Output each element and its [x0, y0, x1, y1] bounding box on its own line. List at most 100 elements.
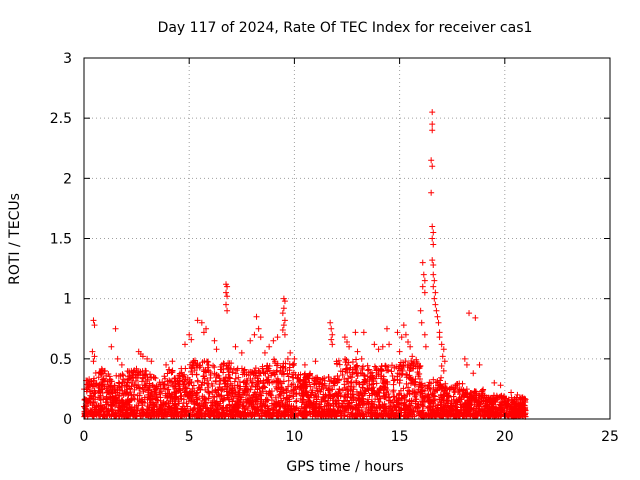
data-point [393, 403, 400, 410]
data-point [171, 375, 178, 382]
data-point [88, 408, 95, 415]
data-point [386, 403, 393, 410]
data-point [368, 405, 375, 412]
data-point [89, 348, 96, 355]
data-point [419, 259, 426, 266]
data-point [405, 338, 412, 345]
data-point [445, 393, 452, 400]
data-point [356, 392, 363, 399]
data-point [223, 289, 230, 296]
data-point [348, 374, 355, 381]
data-point [224, 307, 231, 314]
data-point [228, 407, 235, 414]
data-point [380, 412, 387, 419]
data-point [112, 395, 119, 402]
data-point [336, 376, 343, 383]
data-point [281, 298, 288, 305]
data-point [350, 396, 357, 403]
data-point [336, 361, 343, 368]
data-point [283, 401, 290, 408]
data-point [390, 381, 397, 388]
data-point [97, 402, 104, 409]
data-point [283, 394, 290, 401]
data-point [312, 358, 319, 365]
data-point [146, 383, 153, 390]
data-point [273, 407, 280, 414]
data-point [241, 367, 248, 374]
y-tick-label: 1.5 [50, 232, 72, 248]
data-point [158, 410, 165, 417]
data-point [123, 382, 130, 389]
data-point [253, 313, 260, 320]
data-point [404, 387, 411, 394]
data-point [463, 386, 470, 393]
data-point [503, 405, 510, 412]
data-point [497, 402, 504, 409]
data-point [152, 375, 159, 382]
data-point [144, 355, 151, 362]
data-point [422, 343, 429, 350]
data-point [372, 375, 379, 382]
data-point [280, 395, 287, 402]
data-point [329, 341, 336, 348]
data-point [467, 410, 474, 417]
data-point [263, 377, 270, 384]
data-point [430, 241, 437, 248]
data-point [209, 399, 216, 406]
data-point [271, 411, 278, 418]
data-point [112, 325, 119, 332]
data-point [335, 357, 342, 364]
data-point [202, 405, 209, 412]
data-point [429, 121, 436, 128]
data-point [271, 371, 278, 378]
data-point [213, 389, 220, 396]
data-point [476, 406, 483, 413]
data-point [279, 310, 286, 317]
data-point [210, 362, 217, 369]
data-point [380, 390, 387, 397]
data-point [254, 406, 261, 413]
data-point [246, 400, 253, 407]
data-point [190, 359, 197, 366]
data-point [166, 390, 173, 397]
data-point [251, 412, 258, 419]
data-point [438, 363, 445, 370]
data-point [512, 403, 519, 410]
data-point [347, 404, 354, 411]
data-point [376, 403, 383, 410]
data-point [345, 383, 352, 390]
data-point [263, 390, 270, 397]
data-point [377, 387, 384, 394]
data-point [461, 391, 468, 398]
data-point [104, 378, 111, 385]
data-point [414, 404, 421, 411]
data-point [454, 410, 461, 417]
data-point [219, 397, 226, 404]
data-point [385, 410, 392, 417]
data-point [429, 257, 436, 264]
data-point [177, 385, 184, 392]
data-point [196, 395, 203, 402]
data-point [507, 411, 514, 418]
data-point [317, 413, 324, 420]
x-tick-label: 10 [285, 429, 303, 445]
data-point [518, 400, 525, 407]
data-point [146, 397, 153, 404]
data-point [436, 334, 443, 341]
data-point [251, 389, 258, 396]
data-point [478, 388, 485, 395]
data-point [479, 387, 486, 394]
data-point [429, 163, 436, 170]
data-point [194, 401, 201, 408]
data-point [325, 374, 332, 381]
data-point [421, 289, 428, 296]
data-point [229, 385, 236, 392]
data-point [388, 368, 395, 375]
data-point [397, 377, 404, 384]
data-point [339, 387, 346, 394]
data-point [220, 365, 227, 372]
data-point [472, 314, 479, 321]
data-point [231, 378, 238, 385]
data-point [326, 378, 333, 385]
data-point [247, 337, 254, 344]
